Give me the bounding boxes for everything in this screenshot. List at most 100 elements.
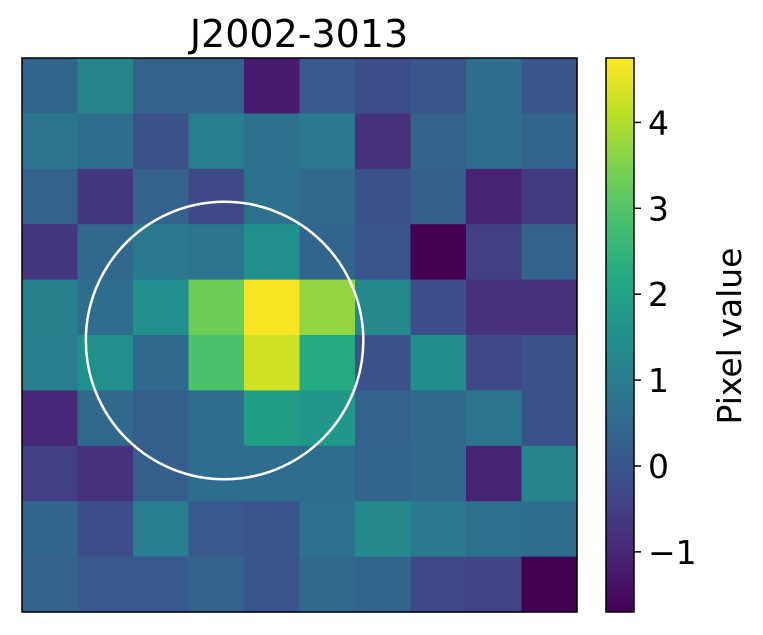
- heatmap-cell: [133, 390, 190, 447]
- heatmap-cell: [521, 445, 578, 502]
- heatmap-cell: [299, 224, 356, 281]
- heatmap-cell: [22, 279, 79, 336]
- heatmap-cell: [133, 224, 190, 281]
- heatmap-cell: [466, 556, 523, 613]
- heatmap-cell: [355, 58, 412, 114]
- heatmap-cell: [188, 556, 245, 613]
- heatmap-cell: [299, 335, 356, 391]
- heatmap-cell: [188, 58, 245, 114]
- heatmap-cell: [355, 279, 412, 336]
- colorbar-tick-label: 2: [648, 275, 669, 314]
- colorbar: [605, 57, 635, 613]
- heatmap-cell: [244, 556, 301, 613]
- heatmap-cell: [188, 168, 245, 225]
- heatmap-cell: [22, 113, 79, 170]
- heatmap-cell: [133, 501, 190, 558]
- heatmap-cell: [299, 501, 356, 558]
- heatmap-cell: [521, 113, 578, 170]
- heatmap-cell: [133, 168, 190, 225]
- heatmap-cell: [22, 390, 79, 447]
- heatmap-cell: [521, 279, 578, 336]
- heatmap-cell: [77, 58, 134, 114]
- heatmap-cell: [299, 556, 356, 613]
- heatmap-cell: [410, 501, 467, 558]
- heatmap-cell: [355, 556, 412, 613]
- heatmap-cell: [77, 168, 134, 225]
- heatmap-cell: [410, 556, 467, 613]
- heatmap-cell: [77, 501, 134, 558]
- heatmap-cell: [22, 335, 79, 391]
- heatmap-cell: [410, 390, 467, 447]
- heatmap-cell: [244, 501, 301, 558]
- heatmap-cell: [188, 113, 245, 170]
- heatmap-cell: [22, 445, 79, 502]
- heatmap-cell: [299, 113, 356, 170]
- heatmap-cell: [188, 445, 245, 502]
- heatmap-cell: [299, 445, 356, 502]
- heatmap-cell: [22, 58, 79, 114]
- heatmap-cell: [521, 556, 578, 613]
- colorbar-tick-label: 1: [648, 361, 669, 400]
- heatmap-cell: [188, 501, 245, 558]
- heatmap-cell: [133, 113, 190, 170]
- colorbar-ticks: −1 0 1 2 3 4: [634, 103, 697, 572]
- heatmap-cell: [466, 501, 523, 558]
- heatmap-cell: [244, 224, 301, 281]
- heatmap-cell: [521, 501, 578, 558]
- heatmap-cell: [244, 445, 301, 502]
- heatmap-cell: [22, 556, 79, 613]
- heatmap-cell: [77, 113, 134, 170]
- heatmap-cell: [410, 224, 467, 281]
- heatmap-cell: [355, 168, 412, 225]
- heatmap-cell: [133, 279, 190, 336]
- heatmap-cell: [244, 58, 301, 114]
- heatmap-cell: [410, 58, 467, 114]
- heatmap-cell: [466, 224, 523, 281]
- heatmap-cell: [188, 335, 245, 391]
- heatmap-cell: [77, 224, 134, 281]
- heatmap-cell: [244, 335, 301, 391]
- heatmap-cell: [188, 279, 245, 336]
- heatmap-cell: [355, 501, 412, 558]
- heatmap-cell: [410, 335, 467, 391]
- heatmap-cell: [521, 58, 578, 114]
- heatmap-cell: [521, 168, 578, 225]
- heatmap-cell: [521, 224, 578, 281]
- heatmap-cell: [466, 113, 523, 170]
- heatmap-cell: [466, 168, 523, 225]
- heatmap-cell: [466, 390, 523, 447]
- heatmap-cell: [466, 335, 523, 391]
- heatmap-cell: [188, 390, 245, 447]
- heatmap-cell: [299, 168, 356, 225]
- heatmap-cell: [244, 113, 301, 170]
- heatmap-cell: [22, 168, 79, 225]
- heatmap-cell: [133, 335, 190, 391]
- heatmap-cell: [244, 390, 301, 447]
- heatmap-cell: [355, 224, 412, 281]
- heatmap-cell: [410, 279, 467, 336]
- heatmap-cell: [466, 279, 523, 336]
- heatmap: [22, 58, 578, 613]
- heatmap-cell: [299, 58, 356, 114]
- heatmap-cell: [133, 58, 190, 114]
- colorbar-label: Pixel value: [710, 248, 749, 425]
- heatmap-cell: [22, 501, 79, 558]
- heatmap-cell: [299, 279, 356, 336]
- heatmap-cell: [410, 445, 467, 502]
- heatmap-cell: [355, 445, 412, 502]
- heatmap-cell: [410, 168, 467, 225]
- heatmap-cell: [244, 279, 301, 336]
- heatmap-cell: [77, 556, 134, 613]
- heatmap-cell: [466, 58, 523, 114]
- heatmap-cell: [355, 390, 412, 447]
- heatmap-cell: [466, 445, 523, 502]
- heatmap-cell: [521, 390, 578, 447]
- heatmap-cell: [299, 390, 356, 447]
- heatmap-cell: [244, 168, 301, 225]
- heatmap-cell: [77, 445, 134, 502]
- heatmap-cell: [188, 224, 245, 281]
- colorbar-tick-label: −1: [648, 533, 697, 572]
- colorbar-tick-label: 3: [648, 189, 669, 228]
- colorbar-tick-label: 0: [648, 447, 669, 486]
